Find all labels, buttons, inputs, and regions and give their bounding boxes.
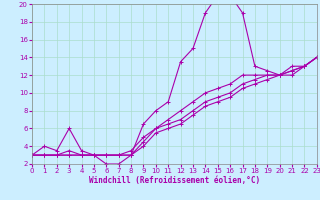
X-axis label: Windchill (Refroidissement éolien,°C): Windchill (Refroidissement éolien,°C) bbox=[89, 176, 260, 185]
